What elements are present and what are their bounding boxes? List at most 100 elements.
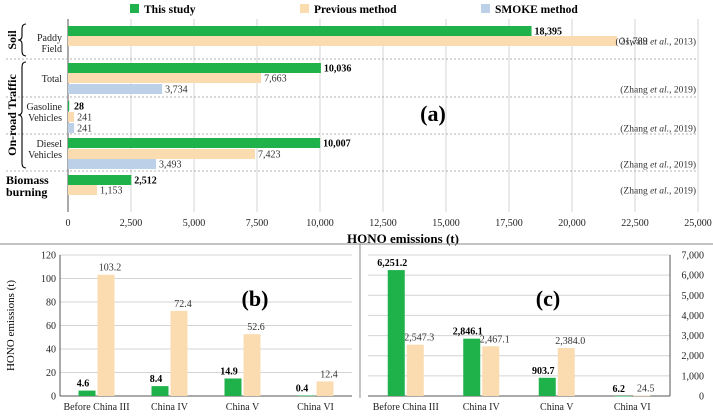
panel-a-category-label: Vehicles: [28, 150, 62, 161]
panel-a-citation: (Zhang et al., 2019): [620, 160, 696, 171]
panel-c-bar-china-vi-previous-method: [633, 395, 651, 397]
panel-c-bar-china-iv-previous-method: [482, 346, 500, 396]
panel-b-label: (b): [242, 286, 269, 311]
panel-c-value-label: 24.5: [637, 384, 655, 395]
panel-a-category-label: Gasoline: [26, 102, 62, 113]
panel-c-value-label: 2,467.1: [480, 334, 510, 345]
panel-a-x-tick-label: 20,000: [558, 218, 586, 229]
panel-a-category-label: Paddy: [37, 33, 62, 44]
panel-a-x-tick-label: 2,500: [120, 218, 143, 229]
panel-c-category-label: China V: [540, 402, 574, 413]
panel-a-bar-paddy-field-previous-method: [68, 36, 618, 46]
panel-c-y-tick-label: 2,000: [682, 351, 705, 362]
panel-b-category-label: China V: [226, 402, 260, 413]
panel-c-bar-china-v-this-study: [538, 377, 556, 396]
panel-a-bar-diesel-vehicles-smoke-method: [68, 159, 157, 169]
panel-c-value-label: 2,547.3: [404, 333, 434, 344]
legend-swatch-smoke-method: [481, 4, 490, 13]
panel-c-y-tick-label: 4,000: [682, 311, 705, 322]
panel-a-category-label: Biomass: [6, 173, 49, 187]
panel-a-label: (a): [420, 101, 446, 126]
panel-a-bar-gasoline-vehicles-this-study: [68, 101, 70, 111]
panel-b-value-label: 72.4: [174, 299, 192, 310]
panel-c-y-tick-label: 3,000: [682, 331, 705, 342]
panel-a-x-tick-label: 25,000: [684, 218, 712, 229]
panel-b-bar-china-iv-this-study: [151, 386, 169, 396]
panel-a-value-label: 21,789: [620, 37, 648, 48]
panel-b-y-tick-label: 20: [46, 368, 56, 379]
panel-a-group-label-on-road-traffic: On-road Traffic: [5, 74, 19, 156]
panel-c-y-tick-label: 7,000: [682, 251, 705, 262]
panel-a-bar-diesel-vehicles-this-study: [68, 138, 321, 148]
panel-b-y-tick-label: 40: [46, 345, 56, 356]
panel-a-group-brace: [17, 23, 27, 57]
panel-a-category-label: Total: [42, 74, 63, 85]
panel-c-value-label: 903.7: [532, 366, 555, 377]
panel-a-category-label: burning: [6, 185, 47, 199]
panel-a-citation: (Zhang et al., 2019): [620, 124, 696, 135]
panel-a-bar-biomass-burning-this-study: [68, 175, 132, 185]
panel-c-y-tick-label: 5,000: [682, 291, 705, 302]
panel-c-value-label: 2,384.0: [555, 336, 585, 347]
panel-a-value-label: 2,512: [134, 176, 157, 187]
legend-label-this-study: This study: [144, 4, 196, 16]
panel-b-value-label: 8.4: [150, 374, 163, 385]
panel-a-value-label: 7,423: [258, 150, 281, 161]
panel-a-category-label: Vehicles: [28, 113, 62, 124]
panel-c-y-tick-label: 0: [699, 392, 704, 403]
panel-b-value-label: 12.4: [320, 369, 338, 380]
panel-a-bar-gasoline-vehicles-previous-method: [68, 112, 75, 122]
panel-c-value-label: 6.2: [613, 384, 626, 395]
panel-b-value-label: 103.2: [99, 263, 122, 274]
panel-a-value-label: 3,493: [159, 160, 182, 171]
legend-label-previous-method: Previous method: [314, 4, 397, 16]
panel-a-bar-biomass-burning-previous-method: [68, 185, 98, 195]
panel-c-y-tick-label: 6,000: [682, 271, 705, 282]
panel-c-value-label: 2,846.1: [453, 327, 483, 338]
panel-a-value-label: 10,036: [324, 64, 352, 75]
panel-b-y-tick-label: 120: [41, 251, 56, 262]
panel-b-value-label: 4.6: [77, 379, 90, 390]
panel-b-y-tick-label: 60: [46, 321, 56, 332]
panel-c-category-label: Before China III: [373, 402, 439, 413]
panel-b-bar-before-china-iii-previous-method: [97, 274, 115, 396]
panel-a-x-tick-label: 12,500: [369, 218, 397, 229]
panel-a-x-tick-label: 15,000: [432, 218, 460, 229]
panel-a-bar-gasoline-vehicles-smoke-method: [68, 123, 75, 133]
panel-b-bar-china-v-previous-method: [243, 334, 261, 396]
panel-a-value-label: 1,153: [100, 186, 123, 197]
panel-c-y-tick-label: 1,000: [682, 371, 705, 382]
panel-c-bar-before-china-iii-previous-method: [406, 344, 424, 396]
panel-b-category-label: Before China III: [63, 402, 129, 413]
panel-b-bar-before-china-iii-this-study: [78, 390, 96, 396]
panel-a-x-axis-title: HONO emissions (t): [347, 231, 459, 246]
panel-c-bar-china-vi-this-study: [614, 395, 632, 397]
panel-b-y-tick-label: 80: [46, 298, 56, 309]
panel-a-bar-total-smoke-method: [68, 84, 163, 94]
panel-b-category-label: China VI: [297, 402, 334, 413]
panel-a-category-label: Field: [41, 44, 62, 55]
panel-c-value-label: 6,251.2: [377, 258, 407, 269]
panel-c-category-label: China VI: [614, 402, 651, 413]
panel-b-bar-china-iv-previous-method: [170, 310, 188, 396]
panel-b-bar-china-v-this-study: [224, 378, 242, 396]
panel-b-bar-china-vi-this-study: [297, 395, 315, 397]
panel-b-y-tick-label: 0: [51, 392, 56, 403]
legend-swatch-this-study: [130, 4, 139, 13]
panel-a-citation: (Zhang et al., 2019): [620, 85, 696, 96]
panel-a-citation: (Oswald et al., 2013): [616, 37, 697, 48]
panel-a-group-brace: [17, 61, 27, 169]
panel-a-bar-paddy-field-this-study: [68, 26, 532, 36]
panel-c-bar-china-v-previous-method: [557, 347, 575, 396]
panel-a-bar-total-previous-method: [68, 73, 262, 83]
panel-b-y-axis-title: HONO emissions (t): [5, 280, 17, 371]
panel-a-value-label: 7,663: [264, 74, 287, 85]
panel-a-value-label: 241: [77, 124, 92, 135]
panel-b-category-label: China IV: [151, 402, 189, 413]
panel-a-category-label: Diesel: [36, 139, 62, 150]
panel-b-value-label: 14.9: [220, 366, 238, 377]
panel-a-value-label: 28: [74, 102, 84, 113]
panel-b-y-tick-label: 100: [41, 274, 56, 285]
panel-a-value-label: 3,734: [165, 85, 188, 96]
panel-a-value-label: 241: [77, 113, 92, 124]
